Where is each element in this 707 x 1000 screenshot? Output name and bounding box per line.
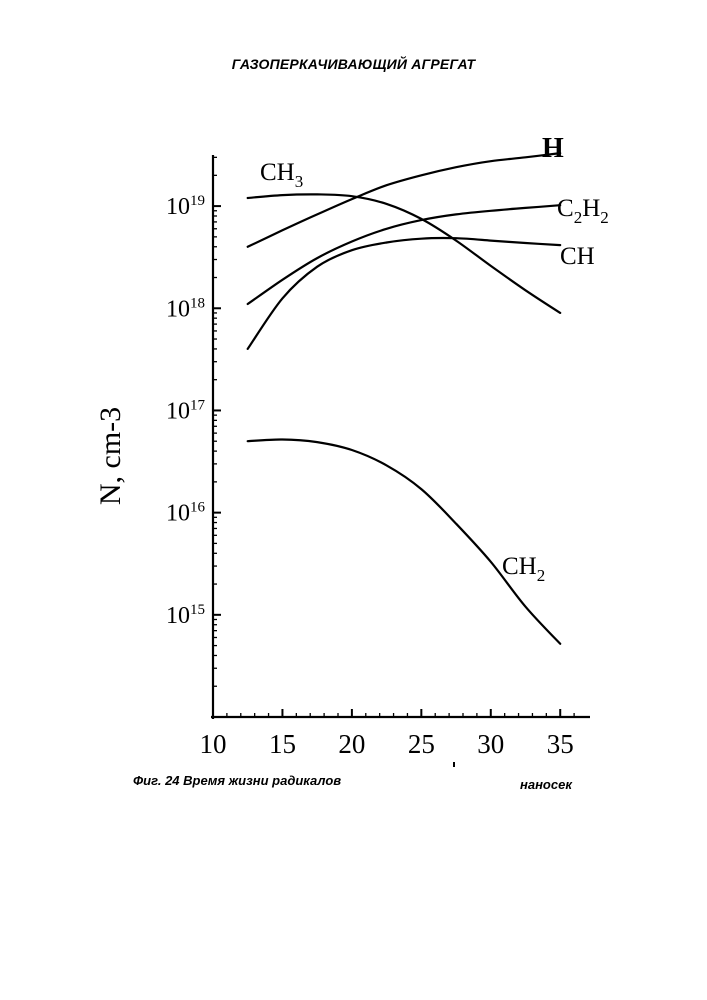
series-label-main: H [582,195,600,222]
y-tick-label-exponent: 19 [190,193,205,209]
x-tick-label: 25 [408,729,435,759]
y-tick-label-base: 10 [166,194,190,220]
x-tick-label: 35 [547,729,574,759]
series-label-ch2: CH2 [502,553,545,585]
series-label-main: CH [560,243,595,270]
y-tick-label-base: 10 [166,501,190,527]
series-line-ch3 [246,193,562,314]
series-label-subscript: 2 [537,566,546,585]
series-label-main: C [557,195,574,222]
y-tick-label-base: 10 [166,398,190,424]
series-line-h [246,152,562,248]
series-line-c2h2 [246,204,562,306]
x-axis-unit-label: наносек [520,777,572,792]
series-label-ch3: CH3 [260,159,303,191]
y-tick-label: 1016 [166,500,206,527]
y-tick-label-exponent: 17 [190,397,206,413]
scan-artifact-dot [453,762,455,767]
series-label-main: H [542,133,564,164]
y-tick-label: 1019 [166,193,205,220]
series-label-c2h2: C2H2 [557,195,609,227]
y-tick-label-base: 10 [166,296,190,322]
series-label-main: CH [260,159,295,186]
series-label-subscript: 2 [600,208,609,227]
series-label-h: H [542,133,564,164]
y-tick-label-exponent: 15 [190,602,205,618]
x-tick-label: 10 [200,729,227,759]
y-tick-label-base: 10 [166,603,190,629]
y-tick-label: 1015 [166,602,205,629]
x-tick-label: 30 [477,729,504,759]
x-tick-label: 15 [269,729,296,759]
series-label-ch: CH [560,243,595,270]
x-tick-label: 20 [338,729,365,759]
y-tick-label-exponent: 16 [190,500,206,516]
y-tick-label: 1018 [166,295,205,322]
y-tick-label-exponent: 18 [190,295,205,311]
series-label-main: CH [502,553,537,580]
series-line-ch2 [246,438,562,645]
series-label-subscript: 3 [295,172,304,191]
series-line-ch [246,236,562,350]
figure-caption: Фиг. 24 Время жизни радикалов [133,773,342,788]
y-tick-label: 1017 [166,397,206,424]
page-header-title: ГАЗОПЕРКАЧИВАЮЩИЙ АГРЕГАТ [231,56,476,72]
y-axis-label: N, cm-3 [94,407,127,505]
series-label-subscript: 2 [574,208,583,227]
